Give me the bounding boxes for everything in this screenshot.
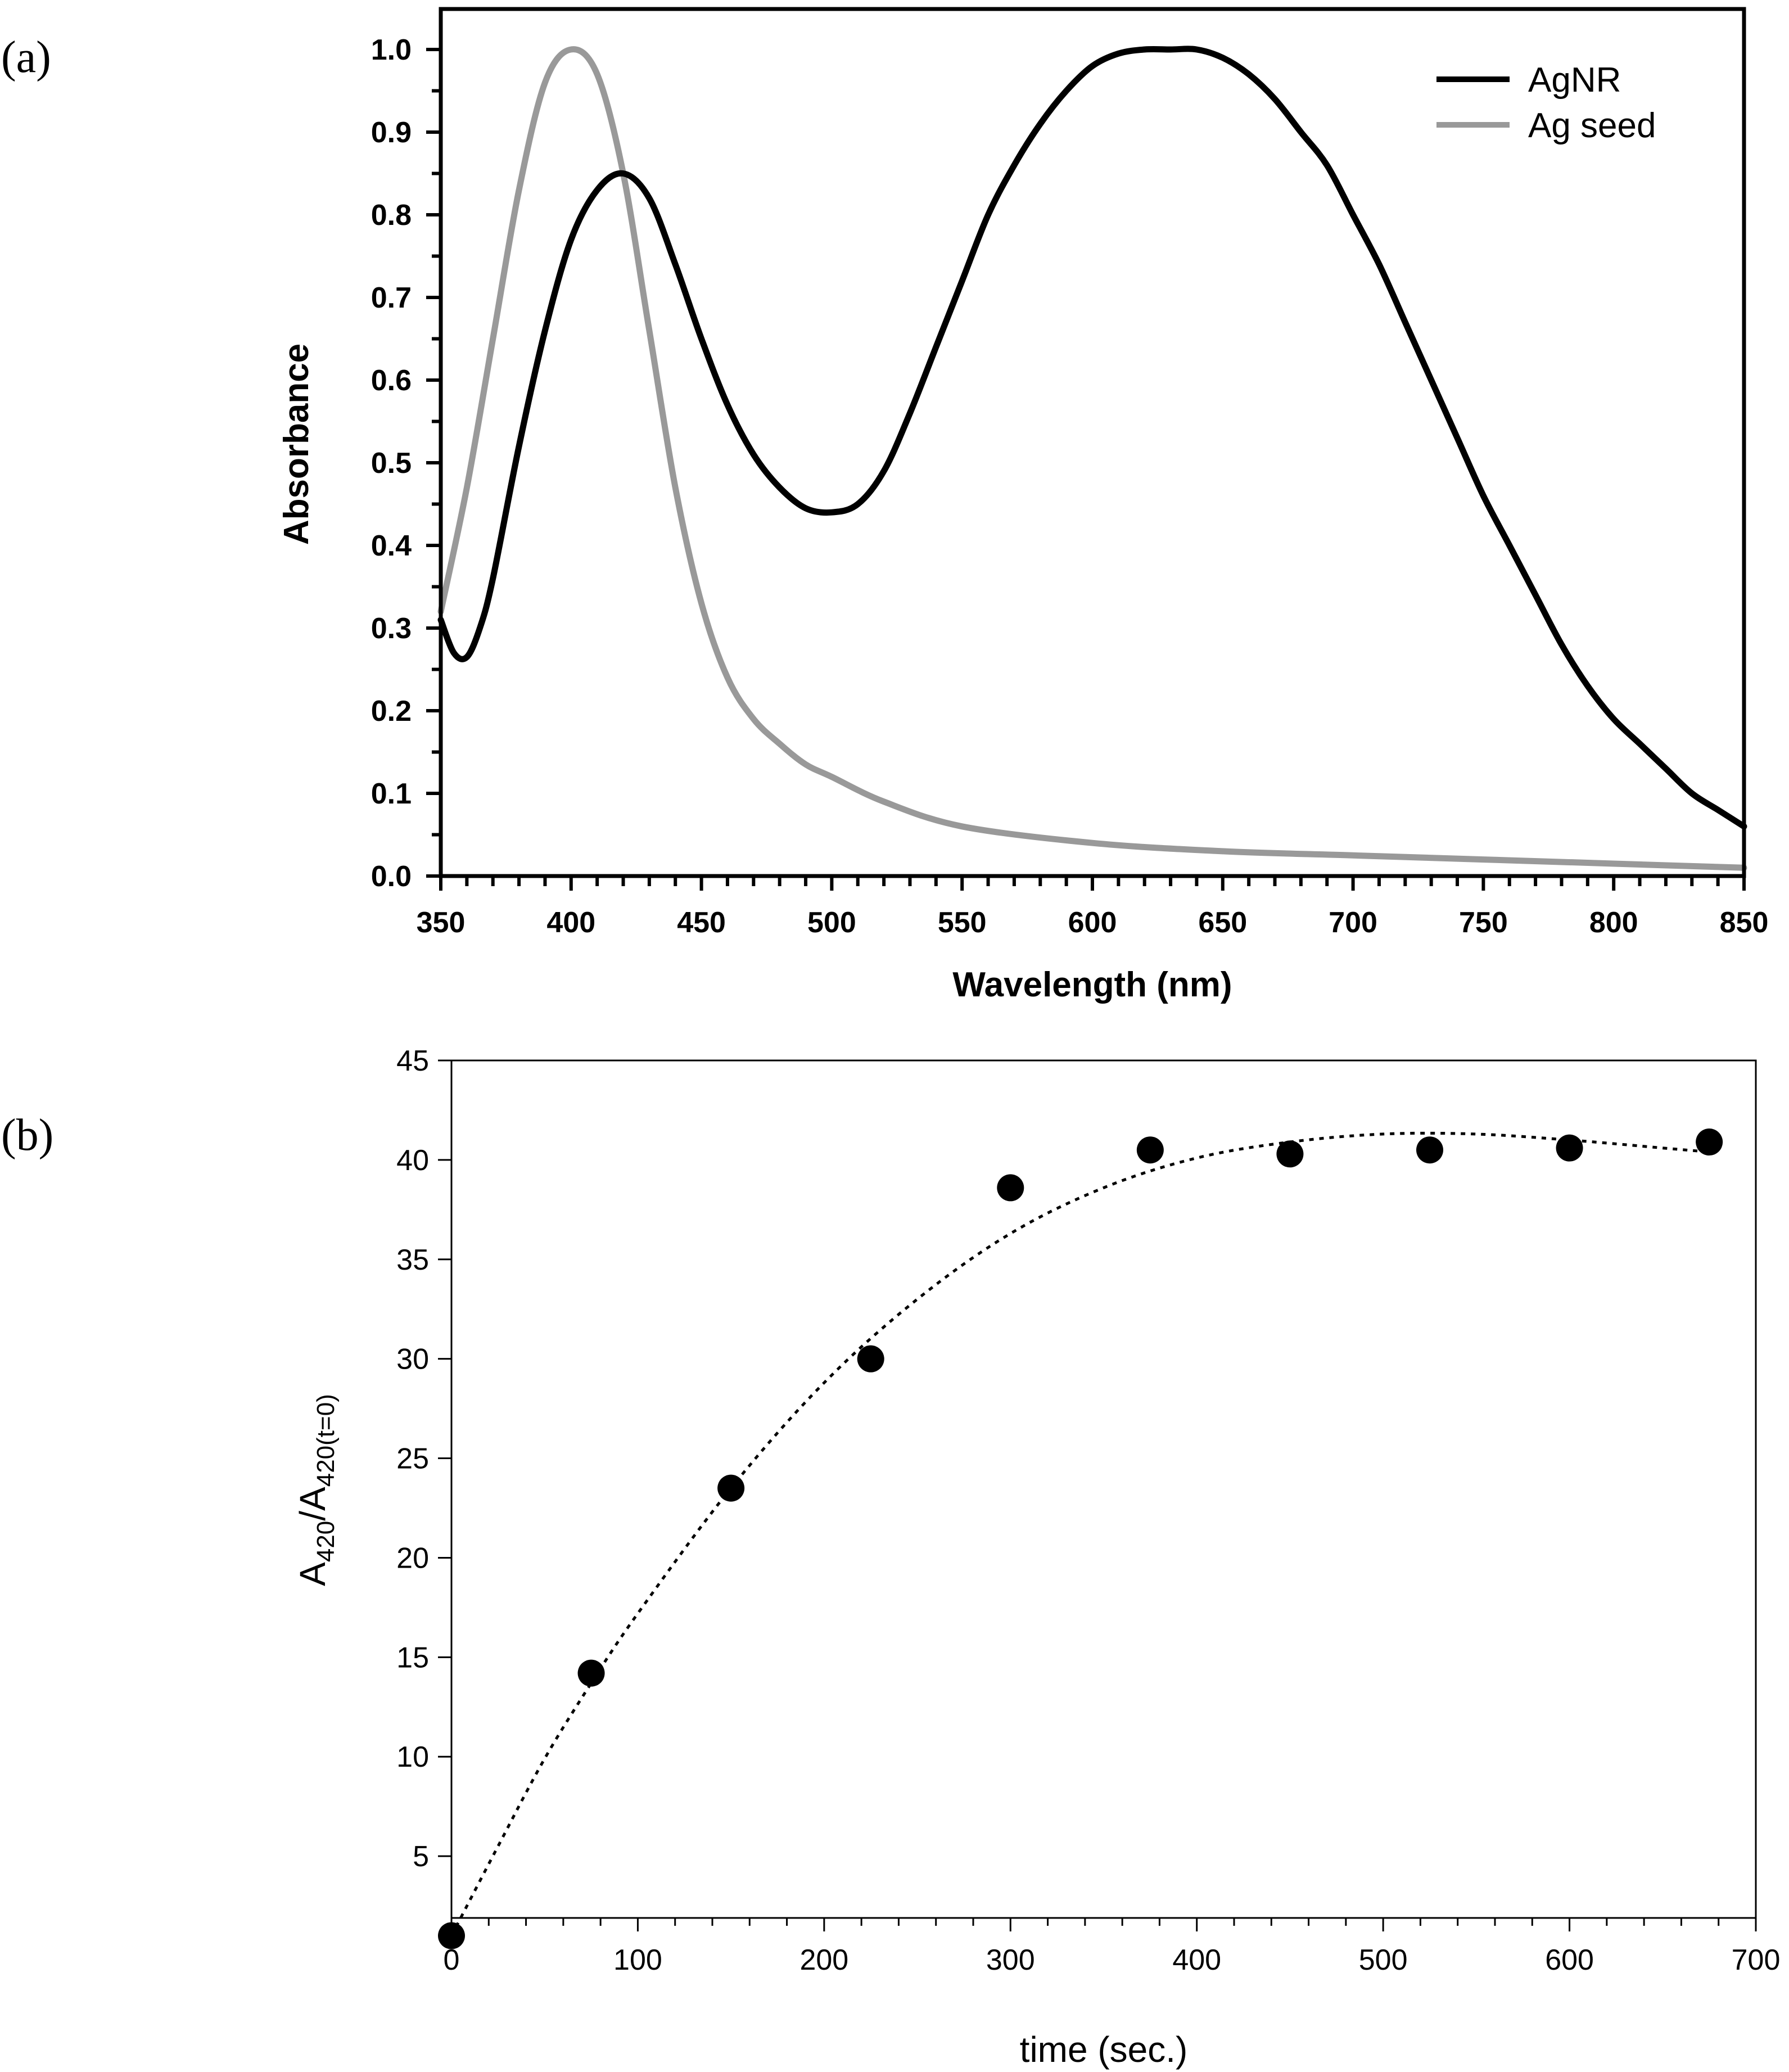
legend-label-ag-seed: Ag seed xyxy=(1528,106,1656,145)
chart-a-ytick-label: 0.1 xyxy=(371,778,412,810)
chart-b-ytick-label: 10 xyxy=(396,1741,429,1773)
chart-a-ytick-label: 0.0 xyxy=(371,860,412,893)
chart-b-points xyxy=(438,1128,1723,1949)
data-point xyxy=(1276,1140,1304,1168)
chart-a-tick-labels: 350 400 450 500 550 600 650 700 750 800 850 0.0 0.1 0… xyxy=(371,34,1769,939)
chart-b-xtick-label: 300 xyxy=(986,1944,1035,1976)
panel-b-label: (b) xyxy=(1,1111,53,1160)
chart-a-ylabel: Absorbance xyxy=(277,344,316,545)
chart-a-frame xyxy=(439,7,1746,878)
chart-b-ytick-label: 40 xyxy=(396,1144,429,1177)
legend-label-agnr: AgNR xyxy=(1528,61,1621,100)
data-point xyxy=(717,1474,745,1502)
data-point xyxy=(1416,1136,1443,1164)
chart-b-ylabel-sub1: 420 xyxy=(312,1521,340,1562)
chart-b-ytick-label: 15 xyxy=(396,1641,429,1674)
data-point xyxy=(1136,1136,1164,1164)
fit-curve xyxy=(450,1131,1710,1936)
data-point xyxy=(577,1659,605,1687)
chart-a-xtick-label: 650 xyxy=(1198,906,1247,939)
chart-a-series xyxy=(437,46,1747,871)
chart-a-ytick-label: 0.6 xyxy=(371,364,412,397)
chart-b-xtick-label: 500 xyxy=(1359,1944,1408,1976)
chart-a-xtick-label: 450 xyxy=(677,906,726,939)
chart-b-ytick-label: 5 xyxy=(413,1840,429,1873)
chart-b-xlabel: time (sec.) xyxy=(1020,2029,1188,2070)
chart-a-ytick-label: 0.8 xyxy=(371,199,412,232)
chart-b-ytick-label: 45 xyxy=(396,1045,429,1077)
chart-b-ytick-label: 35 xyxy=(396,1244,429,1276)
data-point xyxy=(438,1922,465,1949)
chart-b-ytick-label: 30 xyxy=(396,1343,429,1376)
chart-b-xtick-label: 400 xyxy=(1172,1944,1221,1976)
chart-b-ytick-label: 20 xyxy=(396,1542,429,1574)
chart-b-fit xyxy=(450,1131,1710,1936)
chart-a-ytick-label: 1.0 xyxy=(371,34,412,66)
chart-b-ylabel-main: A xyxy=(292,1562,333,1586)
chart-a: 350 400 450 500 550 600 650 700 750 800 850 0.0 0.1 0… xyxy=(277,7,1769,1004)
chart-a-ytick-label: 0.5 xyxy=(371,447,412,480)
panel-a-label: (a) xyxy=(1,33,51,82)
chart-b-xtick-label: 700 xyxy=(1732,1944,1781,1976)
chart-b-ytick-label: 25 xyxy=(396,1443,429,1475)
chart-a-xlabel: Wavelength (nm) xyxy=(952,965,1232,1004)
chart-a-ytick-label: 0.2 xyxy=(371,695,412,728)
chart-b-ticks xyxy=(438,1059,1757,1931)
series-line-agnr xyxy=(437,46,1747,830)
chart-b-xtick-label: 0 xyxy=(444,1944,460,1976)
chart-b-ylabel: A420/A420(t=0) xyxy=(292,1394,340,1586)
chart-b-ylabel-sep: /A xyxy=(292,1487,333,1521)
chart-b-ylabel-sub2: 420(t=0) xyxy=(312,1394,340,1487)
data-point xyxy=(857,1345,884,1373)
chart-a-xtick-label: 500 xyxy=(807,906,856,939)
chart-a-xtick-label: 800 xyxy=(1589,906,1638,939)
data-point xyxy=(997,1174,1024,1202)
chart-b: 0 100 200 300 400 500 600 70051015202530354045 … xyxy=(292,1045,1780,2070)
chart-a-xtick-label: 700 xyxy=(1329,906,1377,939)
data-point xyxy=(1696,1128,1723,1156)
chart-b-frame xyxy=(450,1059,1757,1919)
series-line-ag-seed xyxy=(437,46,1747,871)
chart-a-xtick-label: 550 xyxy=(938,906,987,939)
chart-b-xtick-label: 600 xyxy=(1545,1944,1594,1976)
chart-a-xtick-label: 350 xyxy=(417,906,466,939)
chart-a-xtick-label: 600 xyxy=(1068,906,1117,939)
chart-a-ytick-label: 0.7 xyxy=(371,282,412,314)
chart-b-tick-labels: 0 100 200 300 400 500 600 700 5 10 15 20 25 30 35 40 45 xyxy=(396,1045,1780,1976)
chart-b-xtick-label: 100 xyxy=(613,1944,662,1976)
chart-b-xtick-label: 200 xyxy=(799,1944,848,1976)
chart-a-legend: AgNR Ag seed xyxy=(1436,61,1656,145)
data-point xyxy=(1556,1134,1583,1162)
chart-a-xtick-label: 850 xyxy=(1720,906,1769,939)
chart-a-ytick-label: 0.4 xyxy=(371,530,412,562)
chart-a-ytick-label: 0.9 xyxy=(371,116,412,149)
chart-a-xtick-label: 400 xyxy=(546,906,595,939)
chart-a-ytick-label: 0.3 xyxy=(371,612,412,645)
chart-a-xtick-label: 750 xyxy=(1459,906,1508,939)
